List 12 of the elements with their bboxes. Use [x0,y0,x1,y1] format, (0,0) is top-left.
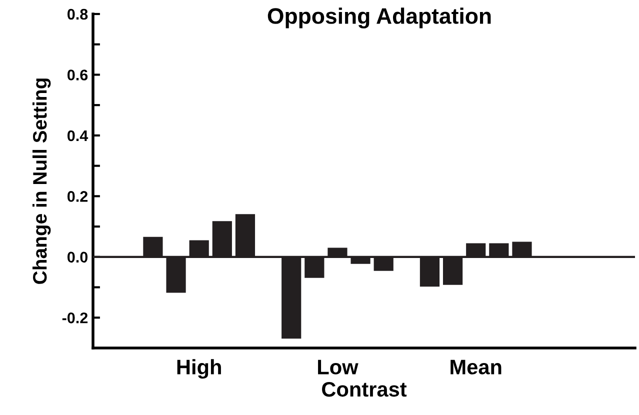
x-tick-label: Mean [450,360,502,374]
chart-title: Opposing Adaptation [268,8,491,28]
y-tick-label: 0.4 [68,130,88,142]
x-axis-title: Contrast [322,382,407,397]
y-tick-label: 0.2 [68,191,88,202]
y-axis-title: Change in Null Setting [32,78,51,284]
y-tick-label: -0.2 [62,312,88,324]
y-tick-label: 0.8 [68,8,88,20]
x-tick-label: Low [318,360,358,374]
y-tick-label: 0.0 [68,252,88,263]
x-tick-label: High [177,359,221,379]
y-tick-label: 0.6 [68,70,88,80]
